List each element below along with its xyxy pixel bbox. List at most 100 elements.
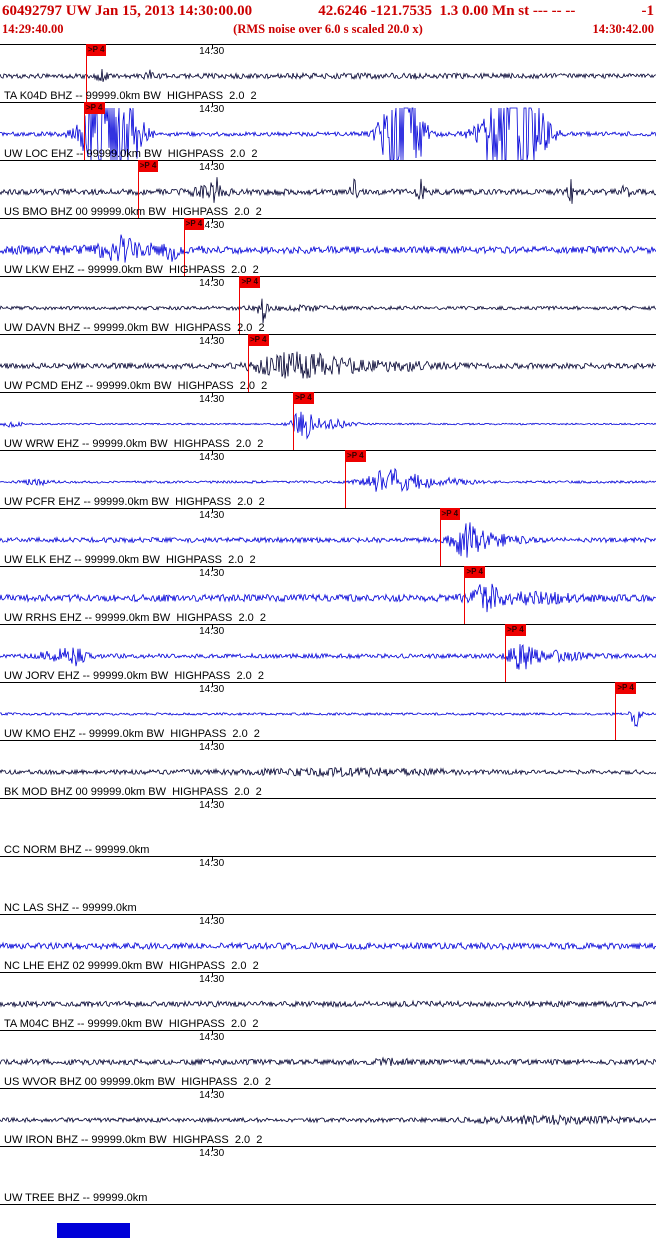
pick-flag[interactable]: >P 4	[293, 392, 314, 404]
pick-time-line	[83, 103, 85, 160]
panel-time-label: 14:30	[199, 452, 225, 463]
partial-trace-panel	[0, 1204, 656, 1238]
trace-panel: 14:30 TA M04C BHZ -- 99999.0km BW HIGHPA…	[0, 972, 656, 1030]
trace-panel: 14:30 UW IRON BHZ -- 99999.0km BW HIGHPA…	[0, 1088, 656, 1146]
waveform-trace[interactable]	[0, 625, 656, 682]
waveform-trace[interactable]	[0, 741, 656, 798]
waveform-path	[0, 1114, 656, 1126]
pick-flag[interactable]: >P 4	[85, 44, 107, 56]
minute-tick	[211, 509, 213, 513]
waveform-trace[interactable]	[0, 45, 656, 102]
waveform-trace[interactable]	[0, 915, 656, 972]
pick-time-line	[137, 161, 139, 218]
pick-time-line	[505, 625, 507, 682]
minute-tick	[211, 915, 213, 919]
waveform-path	[0, 522, 656, 558]
station-label: CC NORM BHZ -- 99999.0km	[4, 844, 150, 856]
pick-flag[interactable]: >P 4	[83, 102, 105, 114]
station-label: BK MOD BHZ 00 99999.0km BW HIGHPASS 2.0 …	[4, 786, 262, 798]
event-summary-line: 60492797 UW Jan 15, 2013 14:30:00.00 42.…	[2, 1, 654, 21]
station-label: UW PCMD EHZ -- 99999.0km BW HIGHPASS 2.0…	[4, 380, 268, 392]
minute-tick	[211, 683, 213, 687]
panel-time-label: 14:30	[199, 1032, 225, 1043]
panel-time-label: 14:30	[199, 1090, 225, 1101]
station-label: UW PCFR EHZ -- 99999.0km BW HIGHPASS 2.0…	[4, 496, 265, 508]
panel-time-label: 14:30	[199, 974, 225, 985]
pick-flag[interactable]: >P 4	[615, 682, 636, 694]
pick-flag[interactable]: >P 4	[464, 566, 485, 578]
waveform-path	[0, 644, 656, 670]
trace-panel: 14:30 >P 4 UW DAVN BHZ -- 99999.0km BW H…	[0, 276, 656, 334]
minute-tick	[211, 973, 213, 977]
trace-panel: 14:30 >P 4 UW ELK EHZ -- 99999.0km BW HI…	[0, 508, 656, 566]
pick-time-line	[247, 335, 249, 392]
panel-time-label: 14:30	[199, 626, 225, 637]
pick-time-line	[345, 451, 347, 508]
pick-time-line	[439, 509, 441, 566]
panel-time-label: 14:30	[199, 684, 225, 695]
minute-tick	[211, 1089, 213, 1093]
waveform-trace[interactable]	[0, 683, 656, 740]
station-label: UW TREE BHZ -- 99999.0km	[4, 1192, 148, 1204]
waveform-trace[interactable]	[0, 973, 656, 1030]
pick-time-line	[464, 567, 466, 624]
minute-tick	[211, 277, 213, 281]
event-location-magnitude: 42.6246 -121.7535 1.3 0.00 Mn st --- -- …	[318, 3, 576, 19]
waveform-trace[interactable]	[0, 509, 656, 566]
station-label: UW DAVN BHZ -- 99999.0km BW HIGHPASS 2.0…	[4, 322, 265, 334]
waveform-path	[0, 351, 656, 379]
pick-flag[interactable]: >P 4	[247, 334, 269, 346]
waveform-path	[0, 177, 656, 204]
waveform-trace[interactable]	[0, 393, 656, 450]
waveform-trace[interactable]	[0, 567, 656, 624]
pick-flag[interactable]: >P 4	[137, 160, 159, 172]
waveform-path	[0, 711, 656, 728]
trace-panel: 14:30 >P 4 UW JORV EHZ -- 99999.0km BW H…	[0, 624, 656, 682]
event-id-origin: 60492797 UW Jan 15, 2013 14:30:00.00	[2, 3, 253, 19]
minute-tick	[211, 161, 213, 165]
panel-time-label: 14:30	[199, 916, 225, 927]
trace-panel: 14:30 >P 4 UW LKW EHZ -- 99999.0km BW HI…	[0, 218, 656, 276]
minute-tick	[211, 567, 213, 571]
pick-flag[interactable]: >P 4	[239, 276, 260, 288]
clipped-trace-block[interactable]	[57, 1223, 130, 1238]
pick-flag[interactable]: >P 4	[505, 624, 526, 636]
scale-note: (RMS noise over 6.0 s scaled 20.0 x)	[233, 22, 423, 36]
station-label: UW JORV EHZ -- 99999.0km BW HIGHPASS 2.0…	[4, 670, 264, 682]
waveform-trace[interactable]	[0, 335, 656, 392]
waveform-path	[0, 107, 656, 160]
station-label: UW IRON BHZ -- 99999.0km BW HIGHPASS 2.0…	[4, 1134, 263, 1146]
panel-time-label: 14:30	[199, 800, 225, 811]
waveform-path	[0, 999, 656, 1009]
minute-tick	[211, 219, 213, 223]
pick-flag[interactable]: >P 4	[345, 450, 366, 462]
waveform-trace[interactable]	[0, 1089, 656, 1146]
waveform-trace[interactable]	[0, 103, 656, 160]
trace-panels: 14:30 >P 4 TA K04D BHZ -- 99999.0km BW H…	[0, 44, 656, 1238]
waveform-trace[interactable]	[0, 451, 656, 508]
waveform-trace[interactable]	[0, 161, 656, 218]
waveform-path	[0, 234, 656, 263]
window-end-time: 14:30:42.00	[592, 22, 654, 36]
pick-time-line	[239, 277, 241, 334]
minute-tick	[211, 45, 213, 49]
waveform-path	[0, 68, 656, 83]
pick-time-line	[183, 219, 185, 276]
minute-tick	[211, 625, 213, 629]
trace-panel: 14:30 >P 4 UW RRHS EHZ -- 99999.0km BW H…	[0, 566, 656, 624]
station-label: UW LKW EHZ -- 99999.0km BW HIGHPASS 2.0 …	[4, 264, 259, 276]
pick-flag[interactable]: >P 4	[183, 218, 205, 230]
panel-time-label: 14:30	[199, 394, 225, 405]
waveform-trace[interactable]	[0, 219, 656, 276]
station-label: NC LAS SHZ -- 99999.0km	[4, 902, 137, 914]
trace-panel: 14:30 UW TREE BHZ -- 99999.0km	[0, 1146, 656, 1204]
waveform-path	[0, 941, 656, 951]
minute-tick	[211, 741, 213, 745]
waveform-trace[interactable]	[0, 277, 656, 334]
pick-flag[interactable]: >P 4	[439, 508, 461, 520]
panel-time-label: 14:30	[199, 858, 225, 869]
waveform-trace[interactable]	[0, 1031, 656, 1088]
trace-panel: 14:30 >P 4 UW LOC EHZ -- 99999.0km BW HI…	[0, 102, 656, 160]
panel-time-label: 14:30	[199, 1148, 225, 1159]
